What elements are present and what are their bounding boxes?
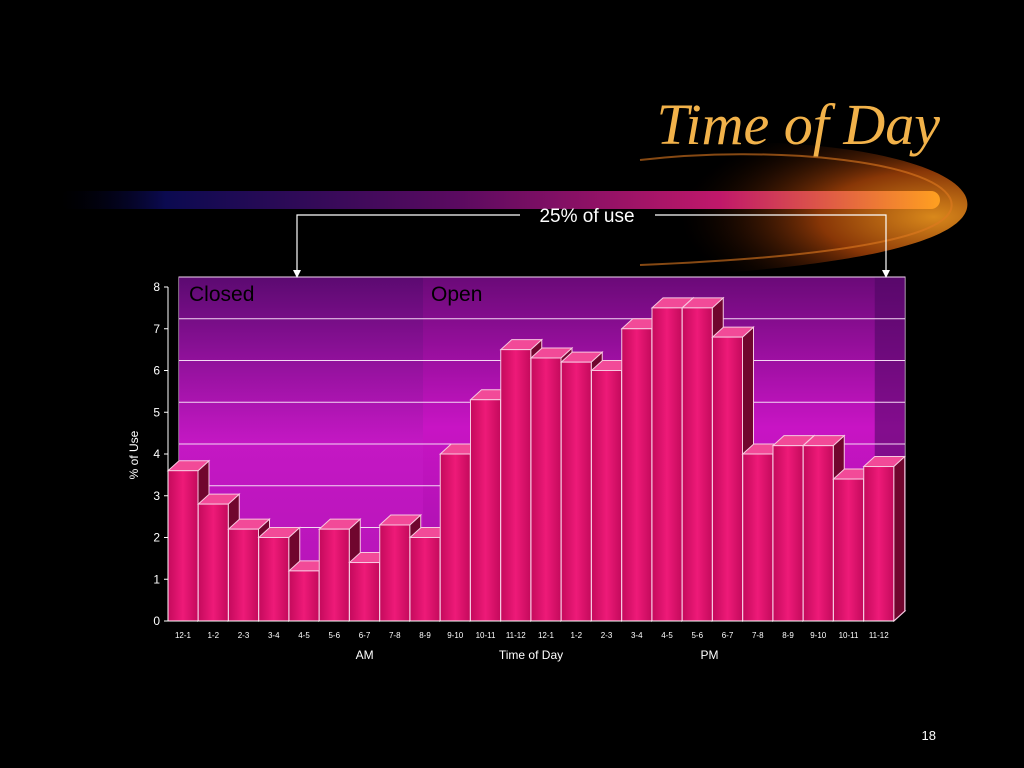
decoration xyxy=(60,142,968,278)
bar-front xyxy=(712,336,743,622)
x-tick-label: 12-1 xyxy=(175,631,192,640)
bar-front xyxy=(742,453,774,622)
page-number: 18 xyxy=(921,728,936,743)
x-tick-label: 9-10 xyxy=(810,631,827,640)
bar-front xyxy=(530,357,562,622)
callout-arrow-left xyxy=(293,270,301,278)
y-tick-label: 5 xyxy=(153,405,160,419)
y-tick-label: 6 xyxy=(153,364,160,378)
callout: 25% of use xyxy=(293,206,890,278)
x-tick-label: 6-7 xyxy=(722,631,734,640)
bar-front xyxy=(863,466,895,622)
y-tick-label: 2 xyxy=(153,531,160,545)
slide-title: Time of Day xyxy=(656,92,940,157)
x-tick-label: 6-7 xyxy=(359,631,371,640)
x-tick-label: 5-6 xyxy=(691,631,703,640)
y-tick-label: 0 xyxy=(153,614,160,628)
x-tick-label: 9-10 xyxy=(447,631,464,640)
axes: 0 1 2 3 4 5 6 7 8 12-1 1-2 2-3 3-4 4-5 5-6 6-7 7-8 8-9 9-1… xyxy=(127,280,894,662)
group-label-pm: PM xyxy=(700,648,718,662)
x-tick-label: 11-12 xyxy=(506,631,526,640)
bar-front xyxy=(560,361,592,622)
x-tick-label: 4-5 xyxy=(298,631,310,640)
bar-front xyxy=(833,478,864,622)
x-axis-label: Time of Day xyxy=(499,648,563,662)
bar-front xyxy=(379,524,411,622)
callout-line-left xyxy=(296,214,520,272)
region-label-open: Open xyxy=(431,283,482,306)
bar-front xyxy=(802,445,834,622)
bar-front xyxy=(258,537,290,622)
bar-front xyxy=(500,349,532,622)
y-tick-label: 3 xyxy=(153,489,160,503)
bar xyxy=(862,455,907,623)
bar-front xyxy=(772,445,804,622)
x-tick-label: 2-3 xyxy=(601,631,613,640)
bar-front xyxy=(621,328,653,622)
bar-front xyxy=(591,370,622,622)
bar-front xyxy=(349,562,380,622)
x-tick-label: 3-4 xyxy=(631,631,643,640)
y-tick-label: 8 xyxy=(153,280,160,294)
bar-front xyxy=(197,503,229,622)
bar-front xyxy=(167,470,199,622)
callout-arrow-right xyxy=(882,270,890,278)
plot-area: Closed Open xyxy=(166,276,907,623)
callout-label: 25% of use xyxy=(539,206,634,227)
bar-front xyxy=(439,453,471,622)
bar-side xyxy=(893,455,906,623)
y-tick-label: 4 xyxy=(153,447,160,461)
x-tick-label: 10-11 xyxy=(476,631,496,640)
bar-front xyxy=(409,537,441,622)
bar-front xyxy=(288,570,320,622)
bar-front xyxy=(318,528,350,622)
x-tick-label: 3-4 xyxy=(268,631,280,640)
x-tick-label: 8-9 xyxy=(419,631,431,640)
bar-front xyxy=(651,307,683,622)
bar-front xyxy=(470,399,501,622)
callout-line-right xyxy=(655,214,887,272)
bar xyxy=(499,338,544,623)
x-tick-label: 10-11 xyxy=(839,631,859,640)
x-tick-label: 7-8 xyxy=(752,631,764,640)
x-tick-label: 5-6 xyxy=(328,631,340,640)
group-label-am: AM xyxy=(356,648,374,662)
x-tick-label: 11-12 xyxy=(869,631,889,640)
x-tick-label: 1-2 xyxy=(207,631,219,640)
x-tick-label: 12-1 xyxy=(538,631,555,640)
x-tick-label: 1-2 xyxy=(570,631,582,640)
region-label-closed: Closed xyxy=(189,283,254,306)
bar-front xyxy=(681,307,713,622)
x-tick-label: 7-8 xyxy=(389,631,401,640)
x-tick-label: 4-5 xyxy=(661,631,673,640)
bar-front xyxy=(228,528,259,622)
x-tick-label: 2-3 xyxy=(238,631,250,640)
y-tick-label: 1 xyxy=(153,572,160,586)
y-tick-label: 7 xyxy=(153,322,160,336)
x-tick-label: 8-9 xyxy=(782,631,794,640)
y-axis-label: % of Use xyxy=(127,430,141,479)
